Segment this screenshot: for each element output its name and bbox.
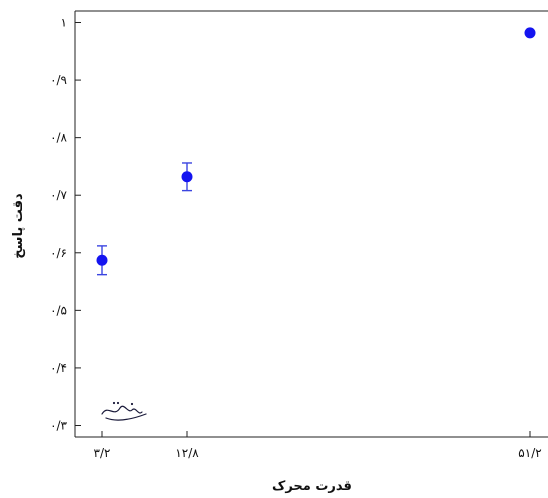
y-axis-label: دقت پاسخ [11,193,26,259]
x-axis-ticks: ۳/۲ ۱۲/۸ ۵۱/۲ [94,431,542,460]
y-tick-label: ۰/۵ [50,303,67,317]
data-point [524,27,536,39]
y-tick-label: ۰/۸ [50,131,67,145]
data-point [181,171,193,183]
x-tick-label: ۱۲/۸ [175,446,199,460]
y-tick-label: ۱ [61,16,67,30]
y-tick-label: ۰/۴ [50,361,67,375]
y-tick-label: ۰/۳ [50,418,67,432]
calligraphy-logo-icon [101,401,147,421]
plot-frame [74,10,548,438]
data-series [96,27,536,276]
y-tick-label: ۰/۷ [50,188,67,202]
data-point [96,254,108,266]
y-axis-ticks: ۰/۳ ۰/۴ ۰/۵ ۰/۶ ۰/۷ ۰/۸ ۰/۹ ۱ [50,16,81,432]
x-axis-label: قدرت محرک [272,479,352,494]
x-tick-label: ۳/۲ [94,446,111,460]
x-tick-label: ۵۱/۲ [518,446,541,460]
y-tick-label: ۰/۶ [50,246,67,260]
y-tick-label: ۰/۹ [50,73,67,87]
